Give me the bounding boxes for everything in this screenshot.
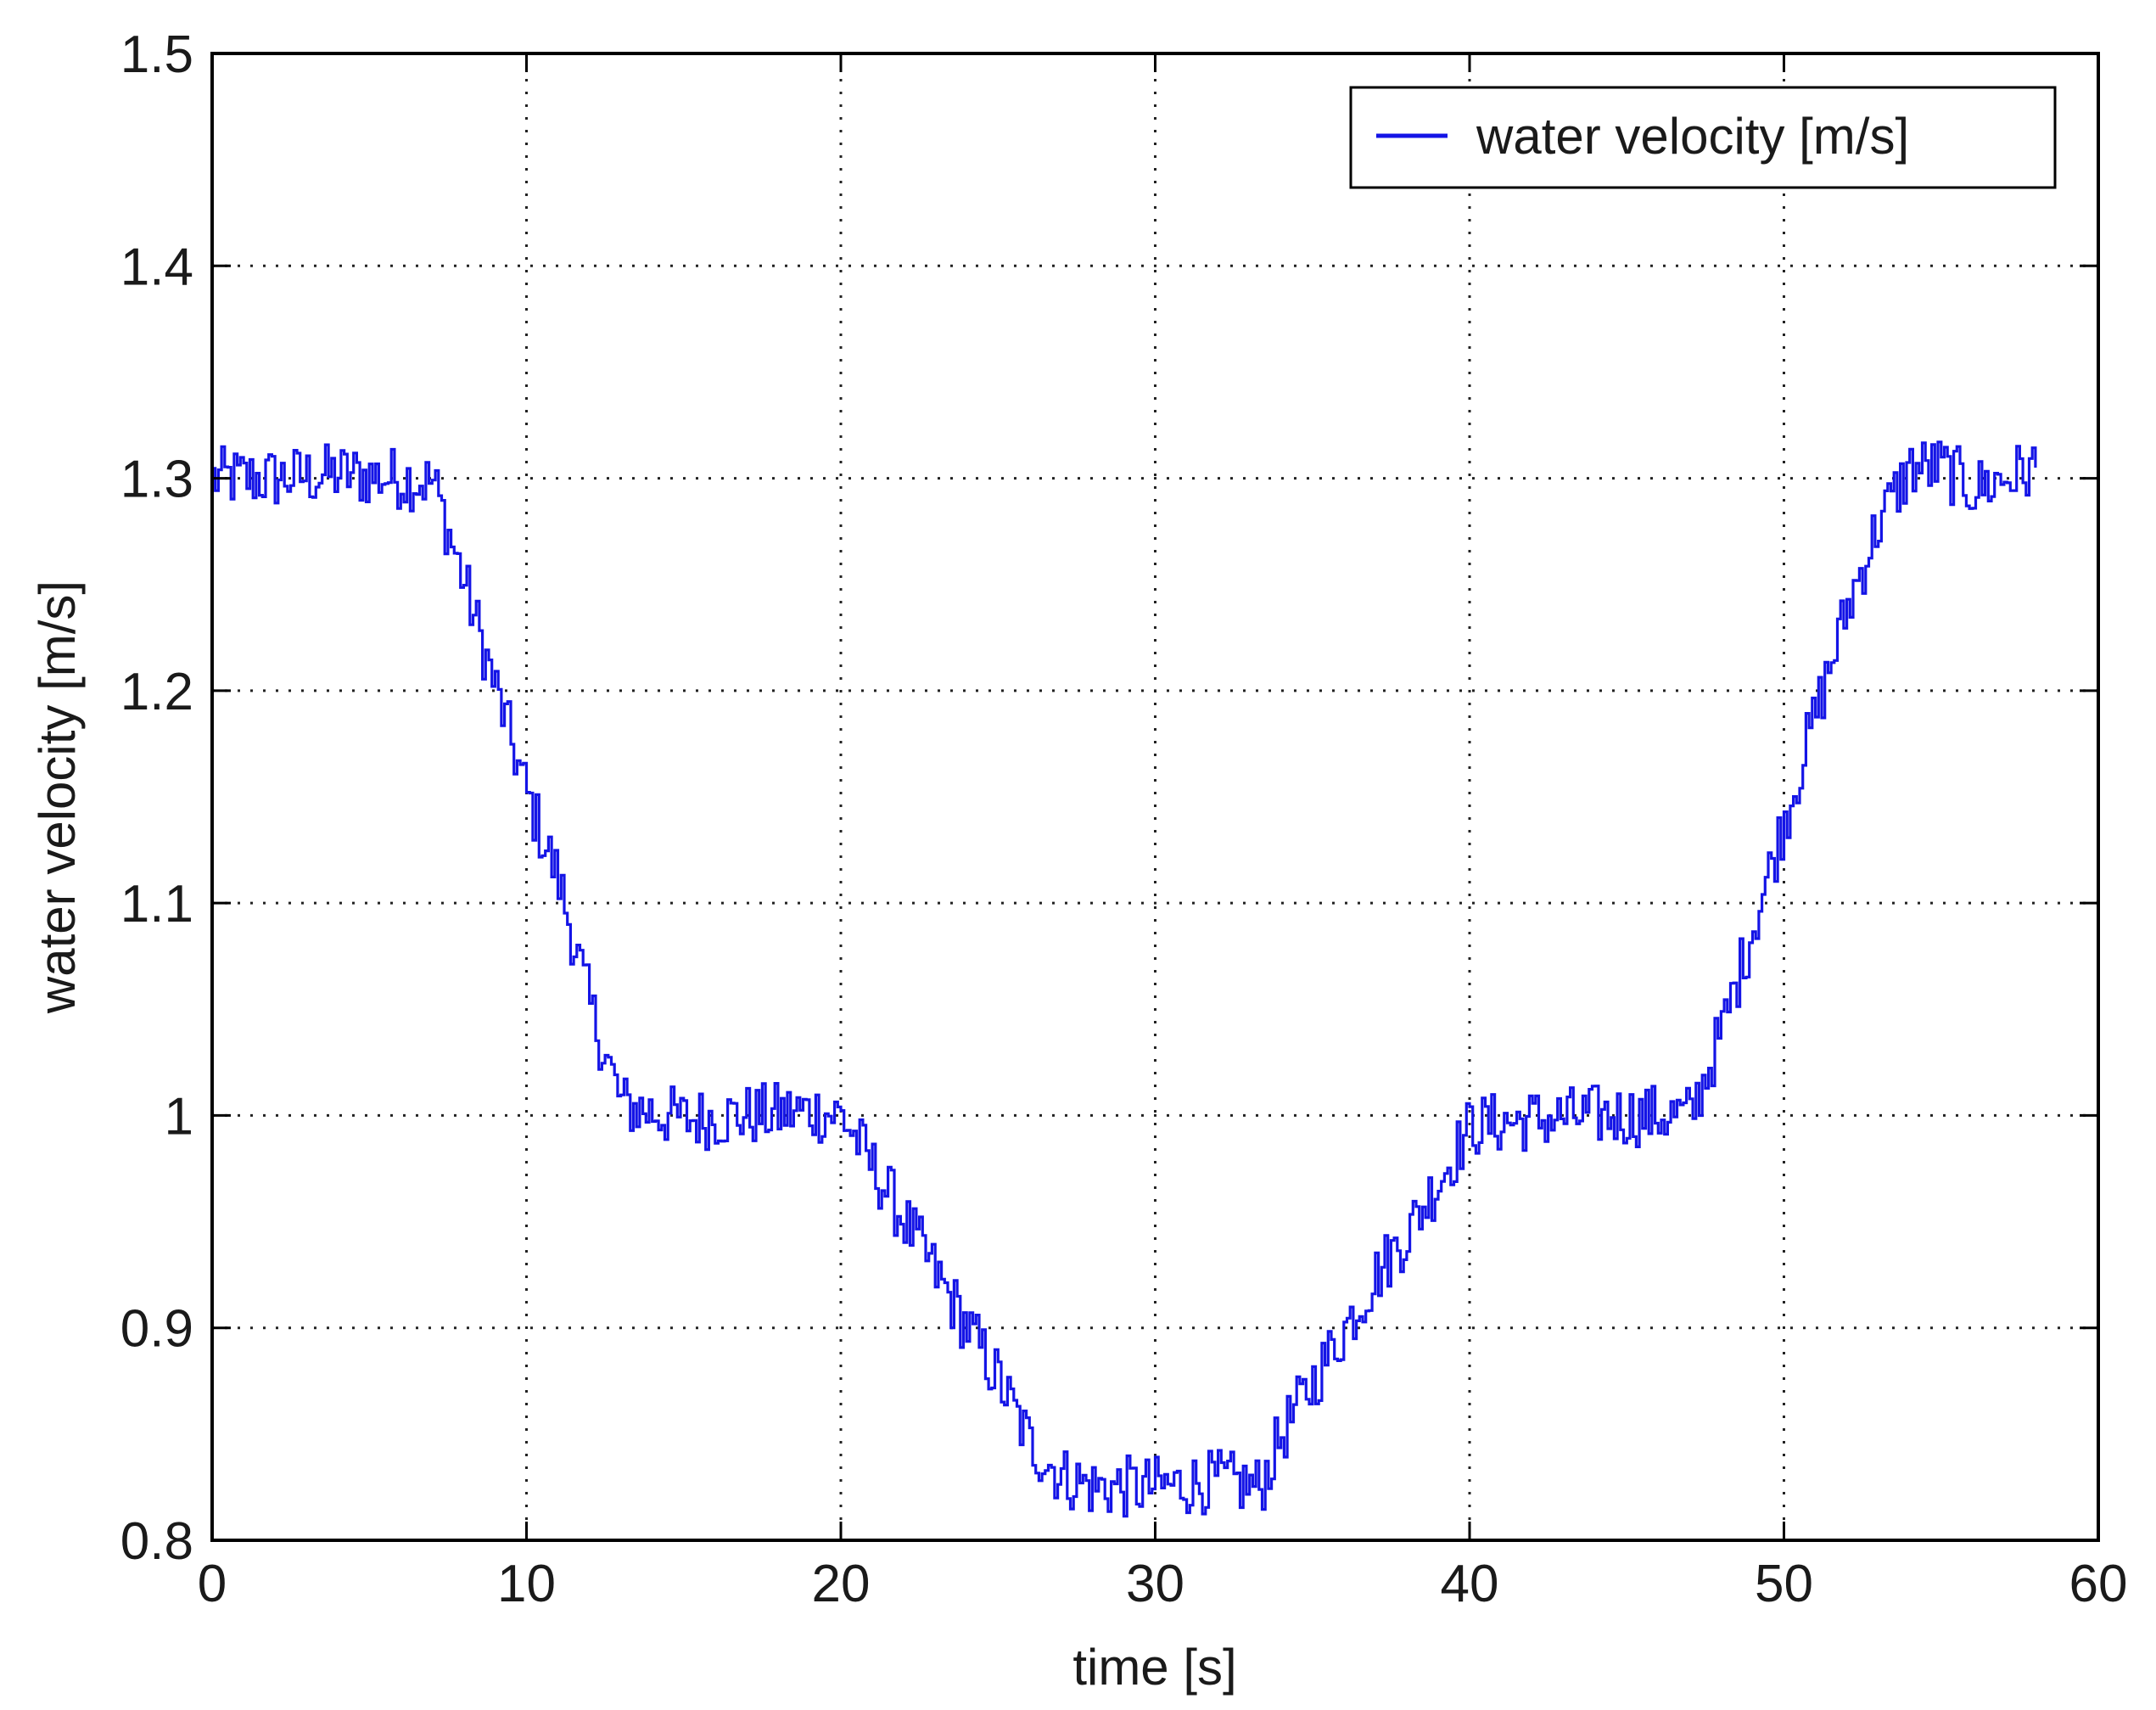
y-axis-title: water velocity [m/s] xyxy=(29,580,86,1014)
x-tick-label: 0 xyxy=(198,1555,227,1613)
x-axis-title: time [s] xyxy=(1072,1639,1236,1696)
x-tick-label: 60 xyxy=(2069,1555,2128,1613)
y-tick-label: 1.3 xyxy=(120,451,193,509)
y-tick-label: 0.9 xyxy=(120,1300,193,1359)
ticks xyxy=(210,52,2100,1542)
legend-label: water velocity [m/s] xyxy=(1476,108,1909,165)
x-tick-label: 40 xyxy=(1441,1555,1499,1613)
tick-labels: 0 10 20 30 40 50 60 0.8 0.9 1 1.1 1.2 1.3 1.4 1.5 xyxy=(120,25,2128,1613)
plot-area xyxy=(212,53,2098,1540)
y-tick-label: 1.4 xyxy=(120,238,193,296)
y-tick-label: 1.1 xyxy=(120,875,193,933)
legend: water velocity [m/s] xyxy=(1349,86,2057,189)
legend-box xyxy=(1349,86,2057,189)
x-tick-label: 10 xyxy=(497,1555,556,1613)
y-tick-label: 1 xyxy=(165,1087,193,1146)
y-tick-label: 0.8 xyxy=(120,1512,193,1571)
x-tick-label: 20 xyxy=(812,1555,871,1613)
grid xyxy=(212,53,2098,1540)
series-layer xyxy=(212,440,2037,1518)
x-tick-label: 50 xyxy=(1755,1555,1813,1613)
y-tick-label: 1.5 xyxy=(120,25,193,84)
x-tick-label: 30 xyxy=(1126,1555,1184,1613)
y-tick-label: 1.2 xyxy=(120,663,193,721)
series-line-water-velocity xyxy=(212,440,2037,1518)
